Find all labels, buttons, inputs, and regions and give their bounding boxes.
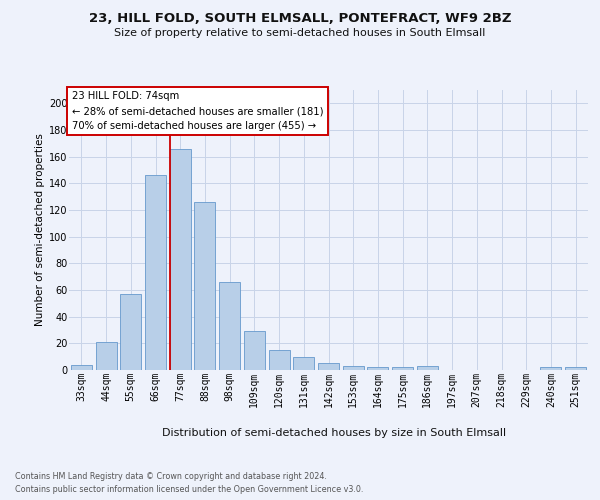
Bar <box>565 368 586 370</box>
Text: Size of property relative to semi-detached houses in South Elmsall: Size of property relative to semi-detach… <box>115 28 485 38</box>
Text: 23 HILL FOLD: 74sqm
← 28% of semi-detached houses are smaller (181)
70% of semi-: 23 HILL FOLD: 74sqm ← 28% of semi-detach… <box>71 92 323 131</box>
Bar <box>367 368 388 370</box>
Text: 23, HILL FOLD, SOUTH ELMSALL, PONTEFRACT, WF9 2BZ: 23, HILL FOLD, SOUTH ELMSALL, PONTEFRACT… <box>89 12 511 26</box>
Bar <box>318 364 339 370</box>
Text: Distribution of semi-detached houses by size in South Elmsall: Distribution of semi-detached houses by … <box>162 428 506 438</box>
Bar <box>392 368 413 370</box>
Bar <box>417 366 438 370</box>
Bar <box>194 202 215 370</box>
Text: Contains HM Land Registry data © Crown copyright and database right 2024.: Contains HM Land Registry data © Crown c… <box>15 472 327 481</box>
Bar <box>269 350 290 370</box>
Bar <box>95 342 116 370</box>
Bar <box>120 294 141 370</box>
Bar <box>71 364 92 370</box>
Text: Contains public sector information licensed under the Open Government Licence v3: Contains public sector information licen… <box>15 485 364 494</box>
Bar <box>219 282 240 370</box>
Y-axis label: Number of semi-detached properties: Number of semi-detached properties <box>35 134 45 326</box>
Bar <box>170 148 191 370</box>
Bar <box>145 176 166 370</box>
Bar <box>541 368 562 370</box>
Bar <box>343 366 364 370</box>
Bar <box>293 356 314 370</box>
Bar <box>244 332 265 370</box>
